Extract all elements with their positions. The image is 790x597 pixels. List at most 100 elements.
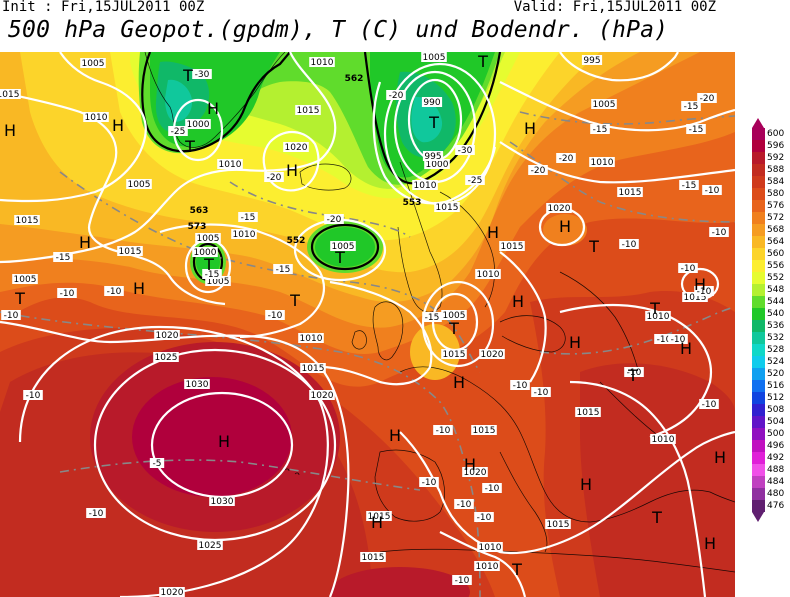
pressure-label-bg [575,407,601,417]
pressure-label: 1005 [591,99,617,110]
pressure-label: 1015 [366,511,392,522]
temperature-label: -10 [23,390,43,401]
legend-swatch [752,224,765,236]
low-marker: T [182,66,193,85]
legend-label: 556 [767,261,785,271]
pressure-label-text: 1015 [443,350,466,360]
pressure-label: 1010 [477,542,503,553]
temperature-label: -10 [678,263,698,274]
pressure-label-text: 1030 [186,380,209,390]
pressure-label: 1015 [471,425,497,436]
temperature-label: -10 [104,286,124,297]
geopotential-fill [0,52,735,597]
legend-swatch [752,380,765,392]
pressure-label-text: 1005 [332,242,355,252]
temperature-label-bg [654,334,674,344]
temperature-label-text: -20 [267,173,282,183]
pressure-label: 1030 [209,496,235,507]
legend-swatch [752,392,765,404]
pressure-label-bg [471,425,497,435]
legend-label: 524 [767,357,785,367]
pressure-label-text: 1020 [464,468,487,478]
legend-label: 540 [767,309,785,319]
pressure-label-bg [441,349,467,359]
high-marker: H [704,534,716,553]
legend-item: 584 [745,176,790,188]
coast-iberia [374,449,445,522]
isobar-1020-high [18,325,329,597]
legend-label: 504 [767,417,785,427]
pressure-label-bg [546,203,572,213]
legend-item: 592 [745,152,790,164]
legend-swatch [752,140,765,152]
legend-item: 528 [745,344,790,356]
pressure-label: 1015 [499,241,525,252]
temperature-label-text: -15 [56,253,71,263]
pressure-label-bg [295,105,321,115]
pressure-label-text: 1030 [211,497,234,507]
temperature-label-text: -10 [107,287,122,297]
pressure-label-text: 1000 [426,160,449,170]
fill-564-spot4 [543,214,587,246]
temperature-label-text: -10 [712,228,727,238]
high-marker: H [580,475,592,494]
legend-swatch [752,500,765,512]
pressure-label-text: 1015 [16,216,39,226]
temperature-label-bg [679,180,699,190]
isobar-1010-east [559,303,713,439]
high-marker: H [4,121,16,140]
legend-item: 560 [745,248,790,260]
legend-label: 512 [767,393,785,403]
temperature-label-text: -10 [457,500,472,510]
pressure-label-bg [589,157,615,167]
temperature-label-text: -20 [559,154,574,164]
pressure-label: 1015 [434,202,460,213]
legend-item: 556 [745,260,790,272]
pressure-label-text: 990 [423,98,440,108]
temperature-label-text: -10 [513,381,528,391]
pressure-label-text: 1005 [423,53,446,63]
temperature-label: -5 [149,458,165,469]
pressure-label-bg [195,233,221,243]
temperature-label: -15 [238,212,258,223]
temperature-label-text: -15 [684,102,699,112]
temperature-label: -20 [556,153,576,164]
legend-swatch [752,212,765,224]
pressure-label-text: 1010 [476,562,499,572]
pressure-label-text: 1010 [233,230,256,240]
temperature-label-text: -10 [671,335,686,345]
pressure-label: 990 [421,97,443,108]
geopotential-label: 552 [287,236,306,246]
temperature-label: -15 [590,124,610,135]
pressure-label-bg [412,180,438,190]
geopotential-label: 573 [188,222,207,232]
temperature-label-text: -10 [681,264,696,274]
legend-swatch [752,248,765,260]
temperature-label-bg [53,252,73,262]
high-marker: H [512,292,524,311]
pressure-label-bg [479,349,505,359]
pressure-label-bg [617,187,643,197]
pressure-label: 1015 [617,187,643,198]
temperature-label-bg [86,508,106,518]
fill-596b [330,567,470,597]
pressure-label: 1010 [645,311,671,322]
legend-swatch [752,296,765,308]
legend-swatch [752,128,765,140]
pressure-label-bg [591,99,617,109]
pressure-label-bg [475,269,501,279]
temperature-label-text: -5 [153,459,162,469]
legend-item: 484 [745,476,790,488]
isotherm-minus5 [59,459,421,491]
pressure-label: 1010 [231,229,257,240]
legend-label: 580 [767,189,785,199]
temperature-label-text: -10 [485,484,500,494]
legend-item: 540 [745,308,790,320]
temperature-label-text: -20 [531,166,546,176]
chart-title: 500 hPa Geopot.(gpdm), T (C) und Bodendr… [8,17,669,43]
temperature-label-text: -10 [26,391,41,401]
temperature-label-bg [699,399,719,409]
legend-swatch [752,236,765,248]
temperature-label-bg [264,172,284,182]
color-legend: 600 596 592 588 584 580 576 572 568 564 560 556 552 5… [745,118,790,522]
